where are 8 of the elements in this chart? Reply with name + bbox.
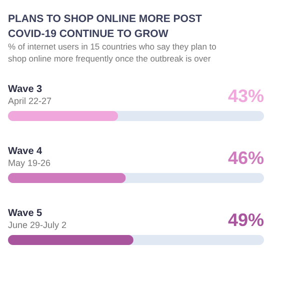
data-label: 49% xyxy=(228,210,264,230)
data-label: 46% xyxy=(228,148,264,168)
category-label: Wave 4 May 19-26 xyxy=(8,146,51,168)
data-label: 43% xyxy=(228,86,264,106)
category-label: Wave 5 June 29-July 2 xyxy=(8,208,67,230)
category-label: Wave 3 April 22-27 xyxy=(8,84,52,106)
chart-title: PLANS TO SHOP ONLINE MORE POST COVID-19 CONTINUE TO GROW xyxy=(8,13,202,40)
chart-subtitle: % of internet users in 15 countries who say they plan to shop online more frequently once the outbreak is over xyxy=(8,42,217,64)
